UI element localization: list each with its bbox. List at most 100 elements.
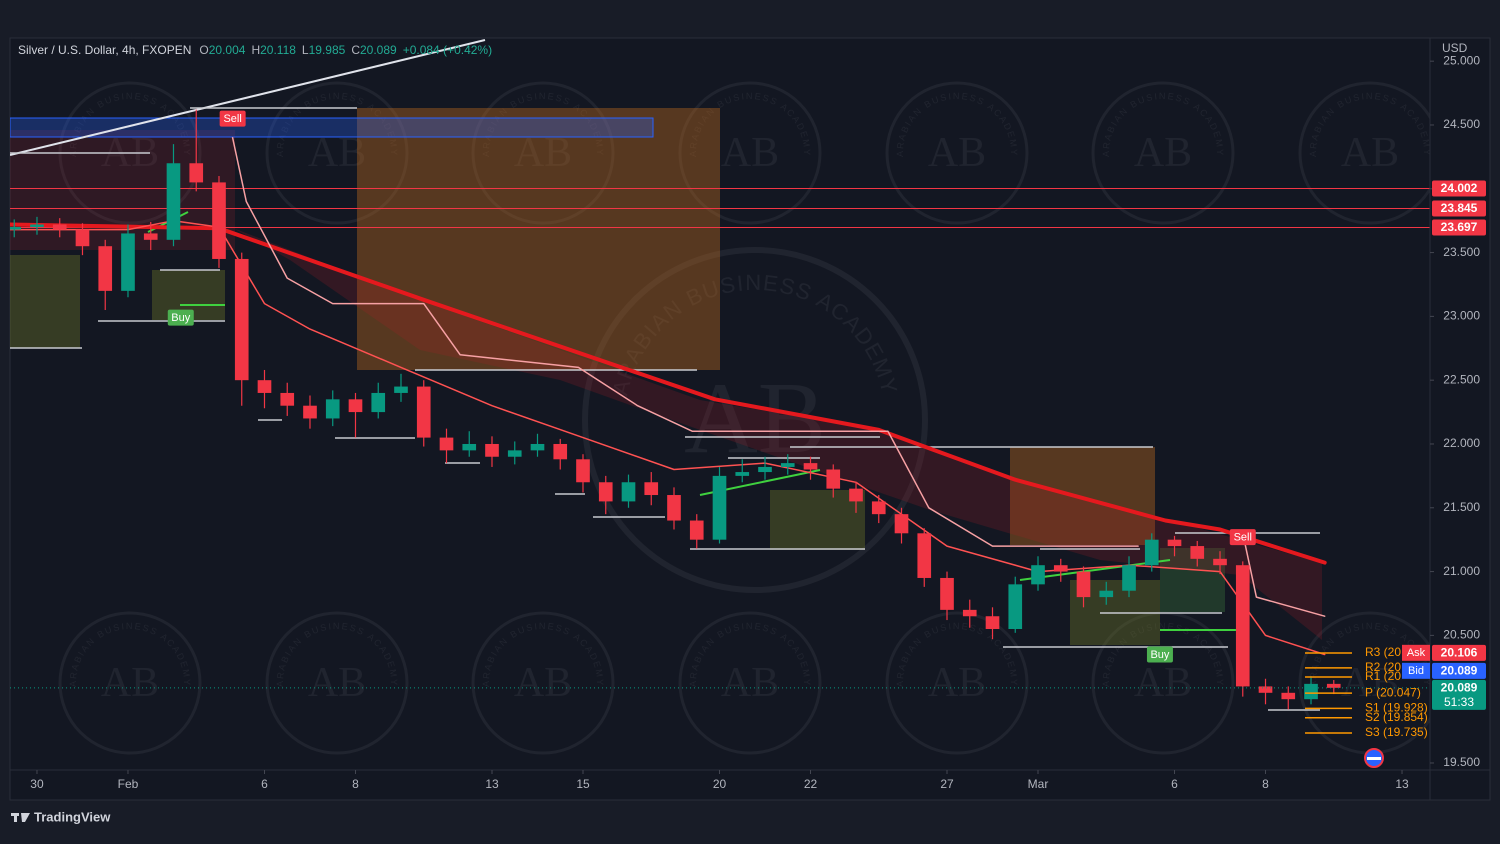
candle-body (416, 386, 431, 438)
x-tick-label: 20 (713, 777, 727, 791)
quote-change: +0.084 (+0.42%) (403, 43, 492, 57)
pivot-label: R3 (20 (1365, 645, 1401, 659)
signal-text: Sell (223, 113, 241, 125)
x-tick-label: 27 (940, 777, 954, 791)
watermark-monogram: AB (308, 660, 366, 706)
candle-body (803, 463, 818, 470)
pivot-label: P (20.047) (1365, 685, 1421, 699)
candle-body (894, 514, 909, 534)
candle-body (1076, 571, 1091, 598)
x-tick-label: 13 (1395, 777, 1409, 791)
y-tick-label: 19.500 (1443, 755, 1480, 769)
watermark-ring (678, 611, 822, 755)
ema-band (233, 228, 1322, 640)
y-tick-label: 21.500 (1443, 500, 1480, 514)
candle-body (325, 399, 340, 419)
candle-body (189, 163, 204, 183)
logo-mark (21, 813, 30, 822)
price-tag (1432, 662, 1486, 679)
candle-body (735, 472, 750, 476)
candle-body (1053, 565, 1068, 572)
watermark-monogram: AB (721, 130, 779, 176)
y-tick-label: 22.500 (1443, 372, 1480, 386)
x-tick-label: 15 (576, 777, 590, 791)
x-tick-label: 13 (485, 777, 499, 791)
brand: TradingView (34, 809, 111, 824)
price-tag-key-text: Bid (1408, 665, 1424, 677)
watermark-ring (885, 81, 1029, 225)
x-tick-label: Mar (1028, 777, 1049, 791)
candle-body (280, 392, 295, 406)
candle-body (1099, 590, 1114, 598)
moving-average (231, 136, 1326, 617)
candle-body (1167, 539, 1182, 547)
zone (10, 130, 235, 250)
watermark-monogram: AB (1134, 130, 1192, 176)
y-tick-label: 24.500 (1443, 117, 1480, 131)
candle-body (485, 443, 499, 457)
watermark-monogram: AB (101, 660, 159, 706)
y-tick-label: 23.500 (1443, 245, 1480, 259)
quote-key: L (302, 43, 309, 57)
zone (10, 255, 80, 348)
quote-value: 20.004 (209, 43, 246, 57)
candle-body (553, 443, 568, 460)
candle-body (1190, 546, 1205, 559)
watermark-ring (58, 611, 202, 755)
watermark-ring (678, 81, 822, 225)
level-tag (1432, 180, 1486, 197)
candle-body (1258, 686, 1273, 693)
candle-body (394, 386, 408, 393)
x-tick-label: 30 (30, 777, 44, 791)
pivot-label: S3 (19.735) (1365, 725, 1428, 739)
watermark-ring (265, 611, 409, 755)
watermark-ring (582, 247, 928, 593)
moving-average (10, 222, 1327, 565)
candle-body (507, 450, 522, 457)
y-tick-label: 22.000 (1443, 436, 1480, 450)
signal-label (167, 309, 194, 326)
last-price-tag (1432, 679, 1486, 710)
range-box (10, 117, 654, 138)
candle-body (940, 577, 954, 610)
candle-body (780, 463, 795, 467)
watermark-monogram: AB (1134, 660, 1192, 706)
candle-body (143, 233, 158, 240)
candle-body (530, 443, 545, 451)
candle-body (826, 469, 841, 489)
candle-body (871, 501, 886, 515)
signal-label (219, 110, 246, 127)
price-tag-key-text: Ask (1407, 647, 1426, 659)
candle-body (689, 520, 704, 540)
watermark-ring (1091, 81, 1235, 225)
candle-body (849, 488, 863, 502)
y-tick-label: 25.000 (1443, 53, 1480, 67)
signal-label (1146, 646, 1173, 663)
x-tick-label: 8 (352, 777, 359, 791)
candle-body (166, 163, 181, 240)
trend-line (10, 39, 486, 156)
candle-body (758, 466, 772, 473)
zone (770, 490, 865, 550)
moving-average (10, 219, 1326, 656)
candle-body (348, 399, 363, 413)
candle-body (598, 482, 613, 502)
candle-body (917, 533, 932, 578)
candle-body (462, 443, 477, 451)
watermark-monogram: AB (721, 660, 779, 706)
price-tag-text: 20.106 (1441, 645, 1478, 659)
watermark-monogram: AB (1341, 130, 1399, 176)
candle-body (1031, 565, 1045, 585)
candle-body (121, 233, 135, 291)
candle-body (712, 475, 727, 540)
watermark-ring (471, 611, 615, 755)
zone (357, 108, 720, 370)
x-tick-label: 6 (261, 777, 268, 791)
legend-header: Silver / U.S. Dollar, 4h, FXOPEN O20.004 H… (18, 43, 492, 57)
candle-body (52, 224, 67, 230)
pivot-label: R1 (20 (1365, 669, 1401, 683)
x-tick-label: 6 (1171, 777, 1178, 791)
quote-key: H (251, 43, 260, 57)
